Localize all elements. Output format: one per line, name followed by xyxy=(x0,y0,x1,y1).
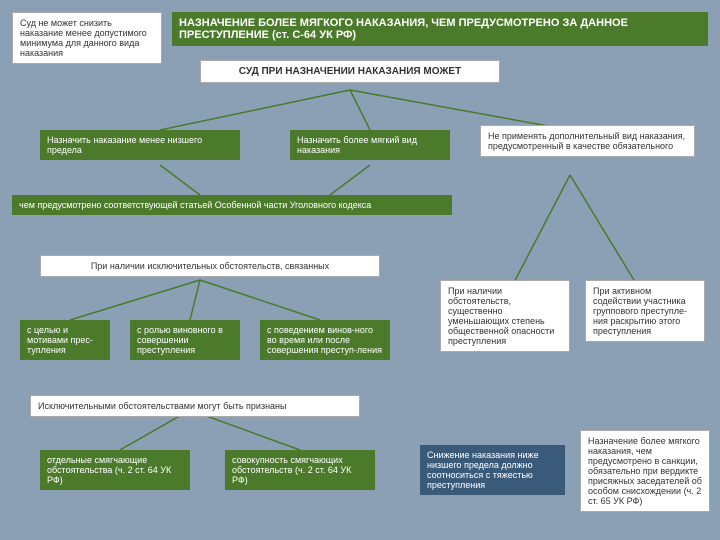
right-cond-2: При активном содействии участника группо… xyxy=(585,280,705,342)
cond-2: с ролью виновного в совершении преступле… xyxy=(130,320,240,360)
cond-1: с целью и мотивами прес-тупления xyxy=(20,320,110,360)
exc-2: совокупность смягчающих обстоятельств (ч… xyxy=(225,450,375,490)
bottom-note-1: Снижение наказания ниже низшего предела … xyxy=(420,445,565,495)
exceptional-header: Исключительными обстоятельствами могут б… xyxy=(30,395,360,417)
exc-1: отдельные смягчающие обстоятельства (ч. … xyxy=(40,450,190,490)
conditions-header: При наличии исключительных обстоятельств… xyxy=(40,255,380,277)
option-3: Не применять дополнительный вид наказани… xyxy=(480,125,695,157)
cond-3: с поведением винов-ного во время или пос… xyxy=(260,320,390,360)
bottom-note-2: Назначение более мягкого наказания, чем … xyxy=(580,430,710,512)
note-special: чем предусмотрено соответствующей статье… xyxy=(12,195,452,215)
side-note: Суд не может снизить наказание менее доп… xyxy=(12,12,162,64)
option-1: Назначить наказание менее низшего предел… xyxy=(40,130,240,160)
main-title: НАЗНАЧЕНИЕ БОЛЕЕ МЯГКОГО НАКАЗАНИЯ, ЧЕМ … xyxy=(172,12,708,46)
option-2: Назначить более мягкий вид наказания xyxy=(290,130,450,160)
subtitle: СУД ПРИ НАЗНАЧЕНИИ НАКАЗАНИЯ МОЖЕТ xyxy=(200,60,500,83)
right-cond-1: При наличии обстоятельств, существенно у… xyxy=(440,280,570,352)
